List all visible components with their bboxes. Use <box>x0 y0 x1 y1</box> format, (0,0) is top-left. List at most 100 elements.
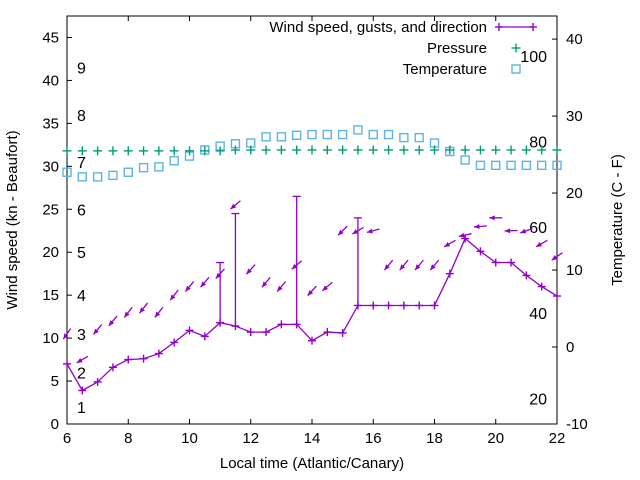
temperature-point <box>353 125 363 135</box>
y2-tick-label: 30 <box>566 108 583 125</box>
x-axis: 6 8 10 12 14 16 18 20 22 Local time (Atlantic/Can… <box>63 16 566 472</box>
wind-direction-arrowhead <box>338 229 344 236</box>
temperature-point <box>414 132 424 143</box>
y-tick-label: 20 <box>42 244 59 261</box>
wind-direction-arrowhead <box>384 264 390 271</box>
temperature-point <box>383 129 394 140</box>
legend-label-1: Pressure <box>427 40 487 57</box>
wind-direction-arrows <box>62 200 563 364</box>
x-tick-label: 6 <box>63 430 71 447</box>
wind-direction-arrowhead <box>230 203 237 210</box>
beaufort-label: 9 <box>77 61 86 78</box>
y2-tick-label: 40 <box>566 31 583 48</box>
x-tick-label: 16 <box>365 430 382 447</box>
beaufort-label: 6 <box>77 202 86 219</box>
wind-direction-arrowhead <box>520 228 527 234</box>
y-tick-label: 10 <box>42 330 59 347</box>
x-tick-label: 22 <box>549 430 566 447</box>
series-pressure <box>62 145 562 156</box>
temperature-point <box>108 170 118 181</box>
wind-direction-arrowhead <box>108 320 115 326</box>
wind-speed-line <box>66 237 558 392</box>
temperature-point <box>169 156 179 166</box>
series-wind-speed <box>63 234 561 395</box>
wind-direction-arrowhead <box>170 294 176 301</box>
temperature-point <box>491 160 501 171</box>
wind-direction-arrowhead <box>63 333 69 340</box>
wind-direction-arrowhead <box>93 328 99 335</box>
x-tick-label: 8 <box>124 430 132 447</box>
y-tick-label: 30 <box>42 158 59 175</box>
temperature-point <box>62 167 72 177</box>
y-axis-right: -10 0 10 20 30 40 Temperature (C - F) <box>552 31 626 433</box>
beaufort-label: 4 <box>77 288 86 305</box>
y-tick-label: 25 <box>42 201 59 218</box>
temperature-point <box>368 129 378 140</box>
legend-label-2: Temperature <box>403 61 487 78</box>
wind-direction-arrowhead <box>139 307 145 314</box>
wind-direction-arrowhead <box>366 228 373 234</box>
y-tick-label: 5 <box>51 373 59 390</box>
temperature-point <box>506 160 516 171</box>
y-tick-label: 15 <box>42 287 59 304</box>
wind-direction-arrowhead <box>536 242 543 247</box>
beaufort-label: 3 <box>77 327 86 344</box>
y2-tick-label: -10 <box>566 416 588 433</box>
wind-direction-arrowhead <box>322 285 329 291</box>
wind-direction-arrowhead <box>277 285 283 292</box>
temperature-point <box>261 132 271 142</box>
temperature-point <box>123 167 133 177</box>
y2-tick-label: 0 <box>566 339 574 356</box>
temperature-point <box>276 132 287 142</box>
temperature-point <box>138 162 149 173</box>
temperature-point <box>307 129 317 140</box>
wind-direction-arrowhead <box>489 215 495 221</box>
wind-direction-arrowhead <box>504 228 511 234</box>
x-tick-label: 20 <box>487 430 504 447</box>
temperature-point <box>77 172 88 182</box>
wind-direction-arrowhead <box>473 224 480 229</box>
temperature-point <box>337 129 348 140</box>
fahrenheit-scale-labels: 20 40 60 80 100 <box>520 49 547 409</box>
temperature-point <box>92 172 103 182</box>
temperature-point <box>154 162 164 172</box>
fahrenheit-label: 100 <box>520 49 547 66</box>
wind-direction-arrowhead <box>246 268 252 275</box>
x-tick-label: 10 <box>181 430 198 447</box>
wind-direction-arrowhead <box>352 229 359 234</box>
temperature-point <box>521 160 532 171</box>
x-tick-label: 14 <box>304 430 321 447</box>
temperature-point <box>322 129 333 140</box>
beaufort-label: 2 <box>77 365 86 382</box>
legend-marker-temperature <box>511 64 521 74</box>
wind-direction-arrowhead <box>399 264 406 271</box>
temperature-point <box>399 132 409 143</box>
y-axis-label: Wind speed (kn - Beaufort) <box>4 130 21 309</box>
wind-direction-arrowhead <box>444 242 451 247</box>
wind-direction-arrowhead <box>291 263 298 270</box>
wind-direction-arrowhead <box>551 255 558 261</box>
wind-direction-arrowhead <box>154 311 161 318</box>
wind-direction-arrowhead <box>458 232 465 238</box>
fahrenheit-label: 60 <box>529 220 547 237</box>
fahrenheit-label: 20 <box>529 392 547 409</box>
wind-direction-arrowhead <box>215 272 222 279</box>
y-axis-left: 0 5 10 15 20 25 30 35 40 45 Wind speed (kn - Beauf… <box>4 29 72 433</box>
y2-axis-label: Temperature (C - F) <box>609 154 626 286</box>
temperature-point <box>460 155 470 165</box>
beaufort-scale-labels: 1 2 3 4 5 6 7 8 9 <box>77 61 86 417</box>
wind-direction-arrowhead <box>307 289 314 296</box>
wind-direction-arrowhead <box>261 281 268 288</box>
x-tick-label: 18 <box>426 430 443 447</box>
temperature-point <box>291 130 302 141</box>
wind-direction-arrowhead <box>124 311 130 318</box>
x-axis-label: Local time (Atlantic/Canary) <box>220 455 404 472</box>
x-tick-label: 12 <box>242 430 259 447</box>
y-tick-label: 35 <box>42 115 59 132</box>
temperature-point <box>536 160 547 171</box>
beaufort-label: 8 <box>77 108 86 125</box>
wind-direction-arrowhead <box>185 285 191 292</box>
y-tick-label: 40 <box>42 72 59 89</box>
